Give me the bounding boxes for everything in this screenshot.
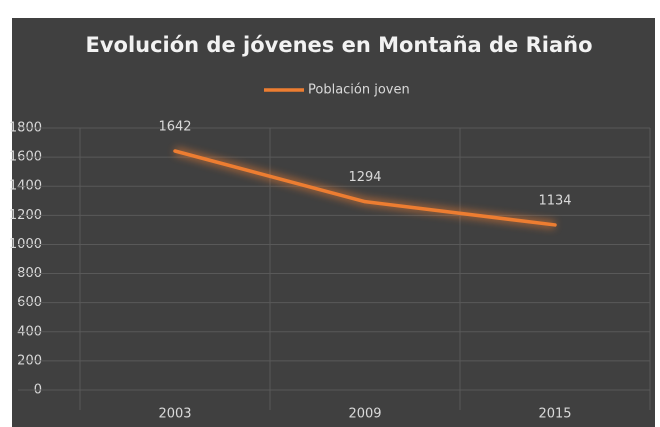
legend-label: Población joven xyxy=(308,83,410,98)
x-tick-label: 2009 xyxy=(348,407,381,422)
chart-background xyxy=(12,18,655,427)
data-label: 1134 xyxy=(538,193,571,208)
data-label: 1642 xyxy=(158,119,191,134)
x-tick-label: 2003 xyxy=(158,407,191,422)
data-label: 1294 xyxy=(348,170,381,185)
x-tick-label: 2015 xyxy=(538,407,571,422)
chart-title: Evolución de jóvenes en Montaña de Riaño xyxy=(85,33,592,57)
line xyxy=(173,149,557,227)
